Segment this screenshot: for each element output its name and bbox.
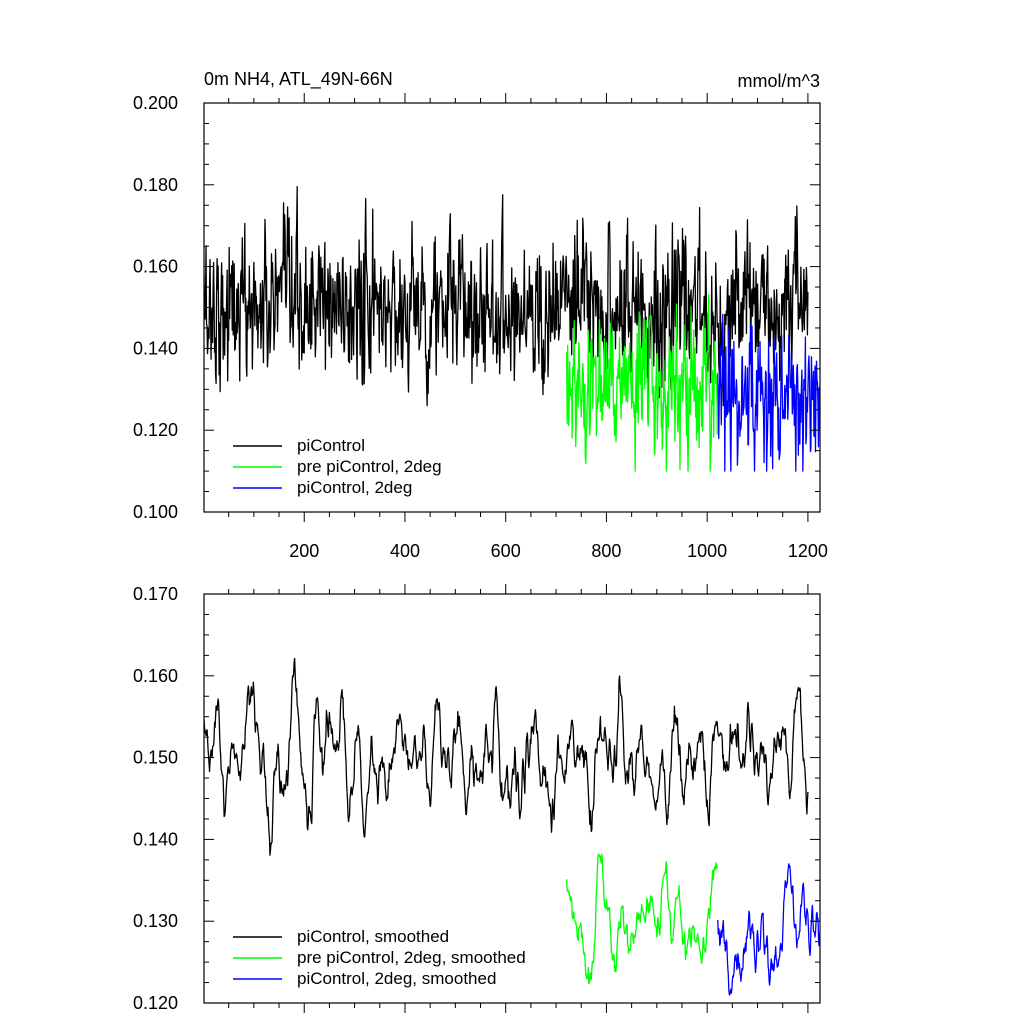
y-tick-label: 0.140 (133, 829, 178, 849)
y-tick-label: 0.120 (133, 420, 178, 440)
y-tick-label: 0.130 (133, 911, 178, 931)
figure-title: 0m NH4, ATL_49N-66N (204, 69, 393, 90)
legend-label: pre piControl, 2deg (297, 457, 442, 476)
x-tick-label: 600 (491, 541, 521, 561)
legend-label: piControl, smoothed (297, 927, 449, 946)
y-tick-label: 0.120 (133, 993, 178, 1013)
legend-label: piControl (297, 436, 365, 455)
x-tick-label: 200 (289, 541, 319, 561)
units-label: mmol/m^3 (738, 71, 820, 91)
plot-area (204, 185, 820, 472)
series-line-picontrol-smoothed (204, 657, 809, 856)
series-line-picontrol-2deg (717, 313, 820, 472)
y-tick-label: 0.100 (133, 502, 178, 522)
y-tick-label: 0.170 (133, 584, 178, 604)
legend: piControl pre piControl, 2deg piControl, 2… (233, 436, 442, 497)
x-tick-label: 800 (591, 541, 621, 561)
series-line-picontrol (204, 185, 809, 407)
top-panel: 0.100 0.120 0.140 0.160 0.180 0.200 200 400 600 8… (133, 93, 828, 561)
series-line-pre-picontrol-2deg-smoothed (566, 853, 718, 985)
legend-label: piControl, 2deg (297, 478, 412, 497)
y-tick-label: 0.160 (133, 666, 178, 686)
legend-label: piControl, 2deg, smoothed (297, 969, 496, 988)
plot-area (204, 657, 820, 996)
y-tick-label: 0.140 (133, 338, 178, 358)
x-tick-label: 400 (390, 541, 420, 561)
bottom-panel: 0.120 0.130 0.140 0.150 0.160 0.170 piControl,… (133, 584, 821, 1013)
y-tick-label: 0.200 (133, 93, 178, 113)
y-tick-label: 0.150 (133, 748, 178, 768)
series-line-pre-picontrol-2deg (566, 294, 718, 472)
legend-label: pre piControl, 2deg, smoothed (297, 948, 526, 967)
series-line-picontrol-2deg-smoothed (717, 863, 820, 996)
y-tick-label: 0.180 (133, 175, 178, 195)
legend: piControl, smoothed pre piControl, 2deg, … (233, 927, 526, 988)
x-tick-label: 1200 (788, 541, 828, 561)
y-tick-label: 0.160 (133, 257, 178, 277)
x-tick-label: 1000 (687, 541, 727, 561)
